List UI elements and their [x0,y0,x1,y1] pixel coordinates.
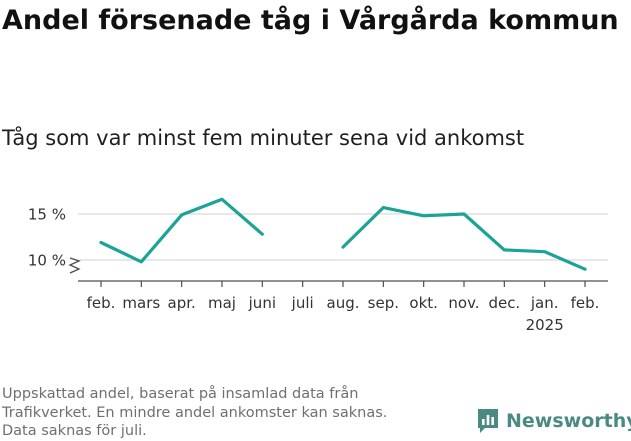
x-tick-label: maj [208,294,236,312]
x-tick-label: dec. [488,294,520,312]
x-tick-sublabel: 2025 [526,316,564,334]
x-tick-label: feb. [87,294,116,312]
chart-title: Andel försenade tåg i Vårgårda kommun [2,5,619,36]
x-tick-label: sep. [368,294,399,312]
series-line [341,206,587,271]
x-tick-label: mars [122,294,160,312]
x-tick-label: juni [248,294,276,312]
footnote: Uppskattad andel, baserat på insamlad da… [2,385,432,441]
bar-chart-logo-icon [478,409,498,433]
chart-subtitle: Tåg som var minst fem minuter sena vid a… [2,126,525,150]
footnote-line-3: Data saknas för juli. [2,423,147,439]
y-tick-label: 15 % [28,206,66,224]
x-tick-label: okt. [409,294,438,312]
brand-name: Newsworthy [506,410,631,432]
x-tick-label: nov. [448,294,479,312]
x-tick-label: jan. [530,294,559,312]
series-line [99,197,264,264]
newsworthy-logo: Newsworthy [476,407,631,435]
line-chart: 10 % 15 % feb. mars apr. maj juni juli aug. sep. o… [28,197,608,334]
x-tick-label: aug. [327,294,360,312]
footnote-line-2: Trafikverket. En mindre andel ankomster … [2,404,388,421]
x-tick-label: apr. [168,294,196,312]
axis-break-icon [68,257,81,274]
x-tick-label: juli [291,294,314,312]
x-tick-label: feb. [571,294,600,312]
y-tick-label: 10 % [28,252,66,270]
footnote-line-1: Uppskattad andel, baserat på insamlad da… [2,386,359,402]
